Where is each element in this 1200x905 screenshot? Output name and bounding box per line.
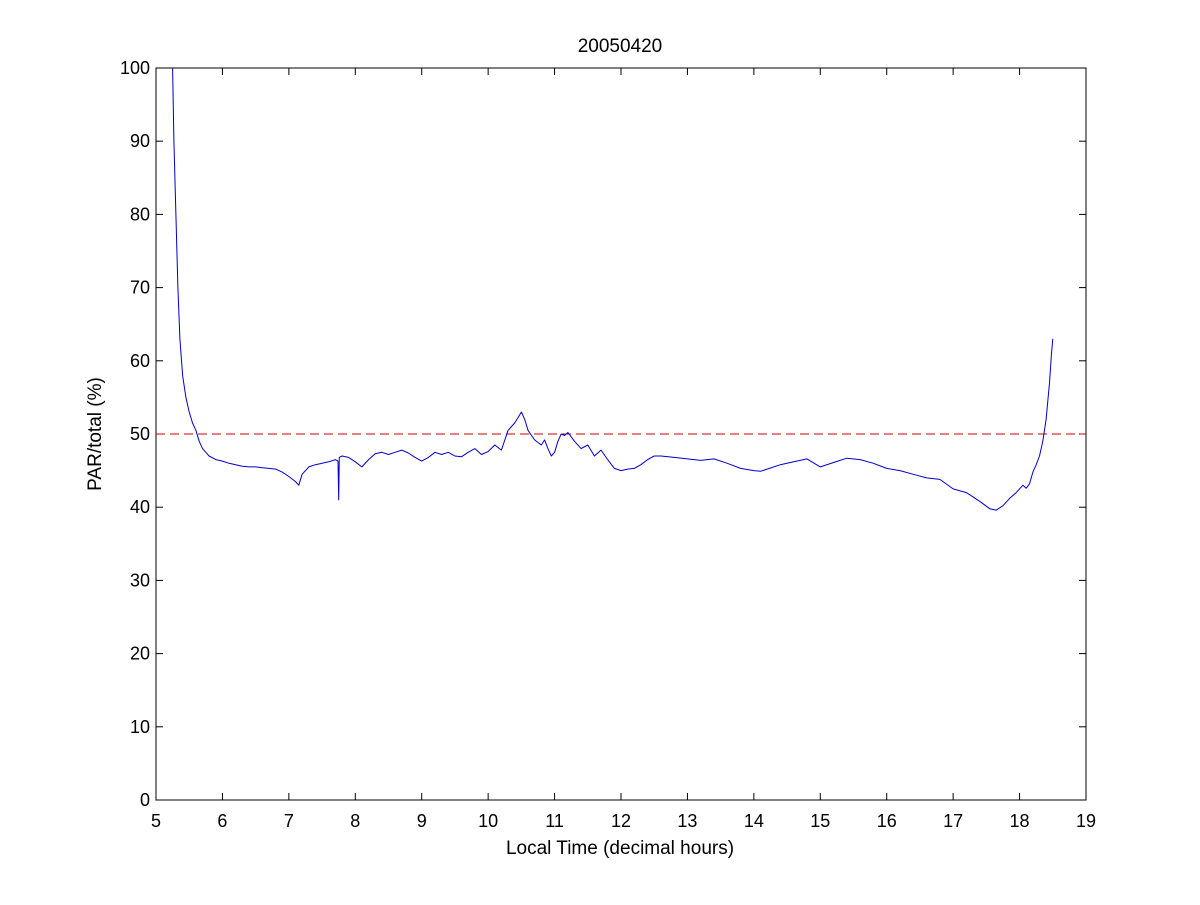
y-tick-label: 50 bbox=[130, 424, 150, 444]
y-tick-label: 70 bbox=[130, 278, 150, 298]
y-tick-label: 60 bbox=[130, 351, 150, 371]
y-tick-label: 0 bbox=[140, 790, 150, 810]
x-tick-label: 11 bbox=[545, 811, 564, 831]
x-tick-label: 15 bbox=[810, 811, 830, 831]
x-tick-label: 16 bbox=[877, 811, 897, 831]
y-tick-label: 80 bbox=[130, 204, 150, 224]
x-axis-title: Local Time (decimal hours) bbox=[506, 838, 734, 859]
x-tick-label: 17 bbox=[943, 811, 963, 831]
y-axis-title: PAR/total (%) bbox=[85, 377, 106, 491]
series-line bbox=[172, 67, 1054, 511]
y-tick-label: 20 bbox=[130, 644, 150, 664]
x-tick-label: 8 bbox=[350, 811, 360, 831]
y-tick-label: 10 bbox=[130, 717, 150, 737]
y-tick-label: 40 bbox=[130, 497, 150, 517]
y-tick-label: 30 bbox=[130, 570, 150, 590]
y-tick-label: 90 bbox=[130, 131, 150, 151]
x-tick-label: 18 bbox=[1010, 811, 1030, 831]
plot-area: 5 6 7 8 9 10 11 12 13 14 15 16 17 18 19 0 10 20 30 40 50 60 70… bbox=[120, 58, 1096, 831]
chart-title: 20050420 bbox=[578, 36, 663, 57]
x-tick-label: 7 bbox=[284, 811, 294, 831]
x-tick-label: 13 bbox=[677, 811, 697, 831]
x-tick-label: 10 bbox=[478, 811, 498, 831]
x-tick-label: 9 bbox=[417, 811, 427, 831]
x-tick-label: 14 bbox=[744, 811, 764, 831]
x-tick-label: 12 bbox=[611, 811, 631, 831]
x-tick-label: 19 bbox=[1076, 811, 1096, 831]
x-tick-label: 6 bbox=[217, 811, 227, 831]
y-tick-label: 100 bbox=[120, 58, 150, 78]
x-tick-label: 5 bbox=[151, 811, 161, 831]
